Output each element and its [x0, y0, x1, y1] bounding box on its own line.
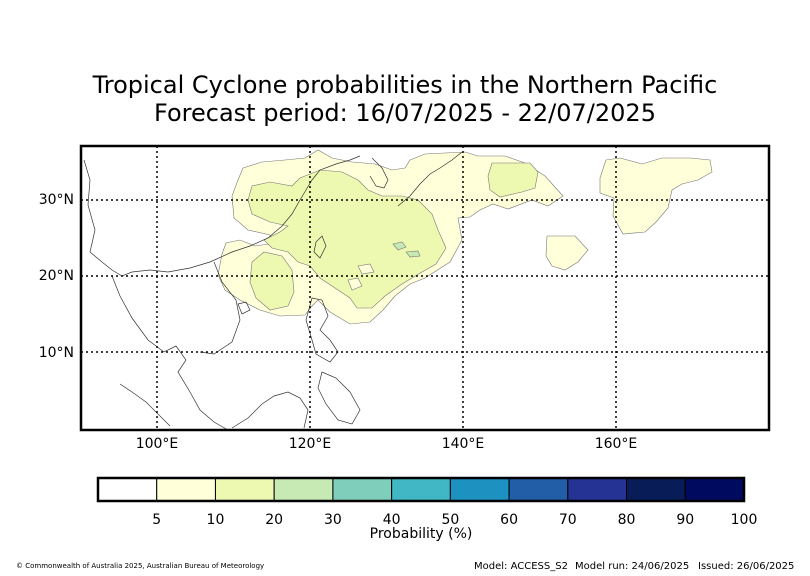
coast-japan — [397, 151, 463, 207]
coast-borneo — [231, 391, 309, 429]
model-name: Model: ACCESS_S2 — [474, 561, 568, 572]
region-20-30-b — [405, 250, 421, 258]
colorbar-segment — [97, 477, 158, 502]
region-10-20-hole-b — [347, 277, 363, 291]
region-10-20-south — [249, 251, 295, 311]
colorbar-segment — [626, 477, 686, 502]
colorbar-segment — [449, 477, 510, 502]
lon-label-140: 140°E — [442, 436, 485, 452]
colorbar-segment — [332, 477, 393, 502]
colorbar-segment — [214, 477, 275, 502]
coast-philippines-south — [317, 371, 361, 425]
lat-label-10: 10°N — [39, 345, 74, 361]
colorbar-segment — [391, 477, 451, 502]
colorbar-tick-label: 90 — [676, 512, 694, 528]
colorbar-tick-label: 80 — [618, 512, 636, 528]
lon-label-120: 120°E — [289, 436, 332, 452]
lon-label-100: 100°E — [136, 436, 179, 452]
colorbar-segment — [273, 477, 334, 502]
colorbar-segment — [684, 477, 745, 502]
probability-regions-20-30 — [392, 241, 421, 258]
colorbar-tick-label: 10 — [207, 512, 225, 528]
region-20-30-a — [392, 241, 407, 251]
colorbar-frame — [96, 476, 746, 503]
region-5-10-island — [545, 235, 589, 271]
region-5-10-east — [599, 157, 713, 235]
coast-hainan — [237, 301, 251, 315]
issued-date: Issued: 26/06/2025 — [698, 561, 795, 572]
chart-title-line2: Forecast period: 16/07/2025 - 22/07/2025 — [154, 99, 656, 127]
colorbar-ticks: 5 10 20 30 40 50 60 70 80 90 100 — [152, 512, 757, 528]
coast-korea — [369, 157, 389, 189]
coast-taiwan — [313, 235, 327, 259]
colorbar-tick-label: 5 — [152, 512, 161, 528]
coast-indochina — [111, 275, 229, 431]
coast-sumatra — [119, 383, 171, 427]
colorbar-tick-label: 30 — [324, 512, 342, 528]
colorbar-tick-label: 70 — [559, 512, 577, 528]
colorbar — [96, 476, 746, 503]
colorbar-label: Probability (%) — [370, 526, 473, 542]
coast-vietnam — [199, 261, 241, 355]
colorbar-tick-label: 20 — [265, 512, 283, 528]
lon-label-160: 160°E — [595, 436, 638, 452]
gridlines — [81, 146, 769, 430]
colorbar-tick-label: 100 — [731, 512, 758, 528]
colorbar-tick-label: 60 — [500, 512, 518, 528]
model-run-date: Model run: 24/06/2025 — [575, 561, 690, 572]
lat-label-30: 30°N — [39, 192, 74, 208]
chart-title-line1: Tropical Cyclone probabilities in the No… — [92, 71, 718, 99]
lat-label-20: 20°N — [39, 268, 74, 284]
region-10-20-hole-a — [357, 263, 375, 275]
colorbar-segment — [156, 477, 216, 502]
copyright-text: © Commonwealth of Australia 2025, Austra… — [16, 562, 265, 570]
colorbar-segment — [508, 477, 569, 502]
colorbar-tick-label: 40 — [383, 512, 401, 528]
colorbar-tick-label: 50 — [441, 512, 459, 528]
region-10-20-east — [487, 162, 539, 198]
coast-china — [83, 155, 361, 277]
colorbar-segment — [567, 477, 628, 502]
map-frame — [79, 144, 771, 432]
